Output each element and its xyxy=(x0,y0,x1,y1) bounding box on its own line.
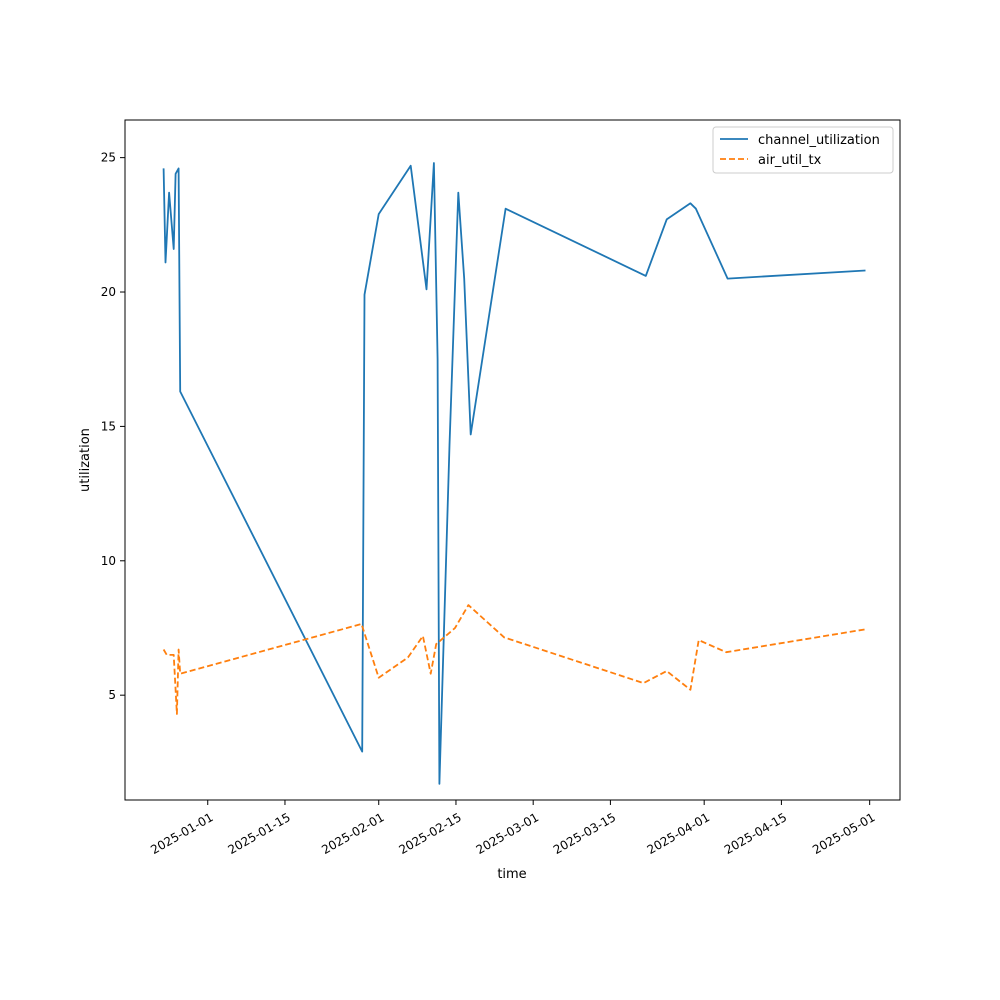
legend-label-air-util-tx: air_util_tx xyxy=(758,153,822,168)
legend-label-channel-utilization: channel_utilization xyxy=(758,133,880,148)
y-axis-label: utilization xyxy=(78,428,93,492)
y-axis: 5 10 15 20 25 xyxy=(101,151,125,702)
series-line-channel-utilization xyxy=(162,162,866,785)
legend-box xyxy=(712,126,894,174)
y-tick-label: 25 xyxy=(101,151,116,165)
series-line-air-util-tx xyxy=(162,604,866,715)
plot-frame xyxy=(124,119,901,801)
y-tick-label: 10 xyxy=(101,554,116,568)
y-tick-label: 20 xyxy=(101,285,116,299)
x-axis-label: time xyxy=(497,867,526,882)
y-tick-label: 5 xyxy=(108,688,116,702)
legend: channel_utilization air_util_tx xyxy=(712,126,894,174)
series-layer xyxy=(162,162,866,785)
y-tick-label: 15 xyxy=(101,419,116,433)
